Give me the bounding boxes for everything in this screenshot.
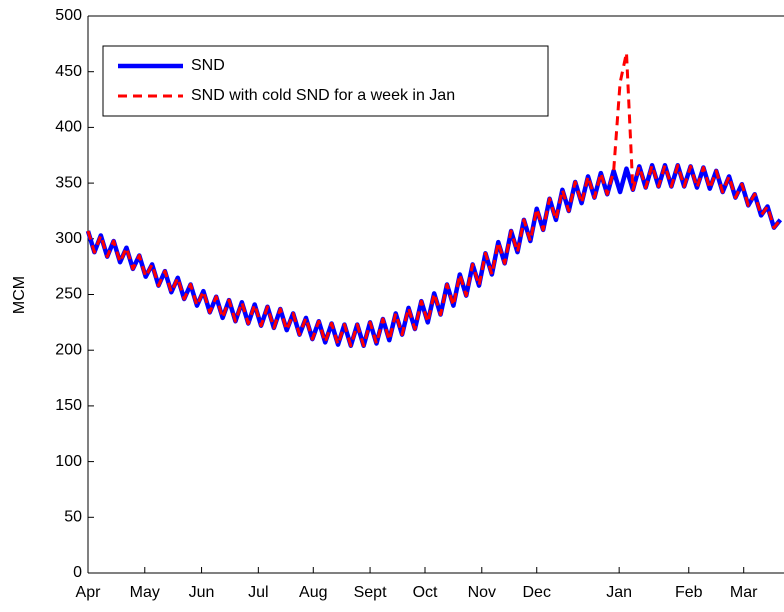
- y-tick-label: 400: [55, 119, 82, 136]
- x-tick-label: Jan: [606, 584, 632, 601]
- x-tick-label: Feb: [675, 584, 703, 601]
- series-line: [85, 163, 783, 348]
- x-tick-label: Aug: [299, 584, 327, 601]
- y-tick-label: 200: [55, 341, 82, 358]
- legend-label: SND with cold SND for a week in Jan: [191, 87, 455, 104]
- x-tick-label: Sept: [354, 584, 387, 601]
- x-tick-label: Jun: [189, 584, 215, 601]
- y-axis-label: MCM: [11, 276, 28, 314]
- y-tick-label: 100: [55, 453, 82, 470]
- x-tick-label: May: [130, 584, 160, 601]
- x-tick-label: Dec: [523, 584, 551, 601]
- y-tick-label: 350: [55, 174, 82, 191]
- x-tick-label: Oct: [413, 584, 438, 601]
- y-tick-label: 500: [55, 7, 82, 24]
- legend-box: [102, 45, 549, 117]
- legend-label: SND: [191, 57, 225, 74]
- x-tick-label: Nov: [468, 584, 496, 601]
- y-tick-label: 150: [55, 397, 82, 414]
- y-tick-label: 450: [55, 63, 82, 80]
- x-tick-label: Apr: [76, 584, 102, 601]
- y-tick-label: 50: [64, 509, 82, 526]
- x-tick-label: Jul: [248, 584, 268, 601]
- y-tick-label: 0: [73, 564, 82, 581]
- x-tick-label: Mar: [730, 584, 758, 601]
- y-tick-label: 250: [55, 286, 82, 303]
- y-tick-label: 300: [55, 230, 82, 247]
